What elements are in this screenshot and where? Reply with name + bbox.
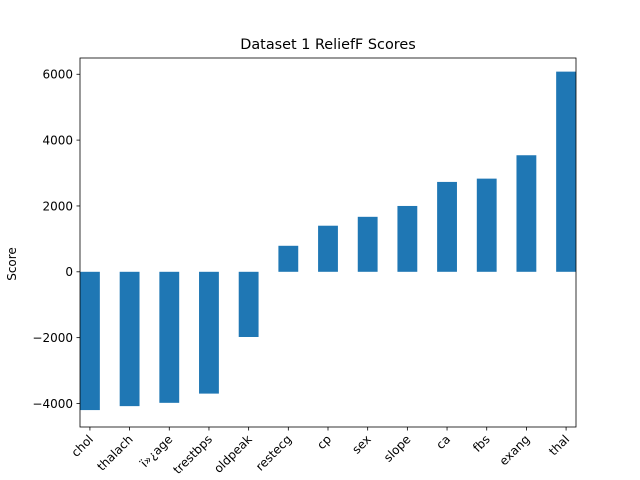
bar-oldpeak (238, 271, 259, 337)
bar-ca (437, 181, 457, 272)
bar-exang (516, 155, 537, 272)
y-tick-label: −4000 (32, 397, 73, 411)
x-tick-label: oldpeak (211, 432, 255, 476)
y-axis-ticks: −4000 −2000 0 2000 4000 6000 (32, 68, 80, 411)
bar-thal (556, 71, 576, 272)
x-tick-label: trestbps (170, 432, 215, 477)
x-tick-label: cp (314, 432, 334, 452)
x-tick-label: restecg (253, 432, 294, 473)
x-tick-label: thalach (94, 432, 135, 473)
bar-chol (80, 271, 100, 411)
bar-restecg (278, 245, 299, 272)
y-tick-label: 4000 (42, 133, 73, 147)
bar-trestbps (199, 271, 219, 394)
bar-ï»¿age (159, 271, 180, 403)
chart-title: Dataset 1 ReliefF Scores (240, 37, 415, 53)
y-tick-label: 6000 (42, 68, 73, 82)
bars (80, 71, 576, 411)
x-tick-label: sex (349, 432, 373, 456)
bar-cp (318, 225, 338, 272)
y-axis-label: Score (5, 247, 19, 281)
plot-frame (79, 57, 577, 428)
x-tick-label: ï»¿age (137, 432, 175, 470)
x-tick-label: ca (433, 432, 453, 452)
y-tick-label: −2000 (32, 331, 73, 345)
x-tick-label: slope (381, 432, 413, 464)
y-tick-label: 2000 (42, 199, 73, 213)
bar-fbs (476, 178, 497, 272)
x-tick-label: thal (546, 432, 572, 458)
x-tick-label: fbs (470, 432, 493, 455)
bar-sex (357, 216, 378, 272)
x-tick-label: exang (497, 432, 533, 468)
x-tick-label: chol (69, 432, 96, 459)
y-tick-label: 0 (65, 265, 73, 279)
bar-slope (397, 205, 418, 272)
bar-thalach (119, 271, 140, 407)
